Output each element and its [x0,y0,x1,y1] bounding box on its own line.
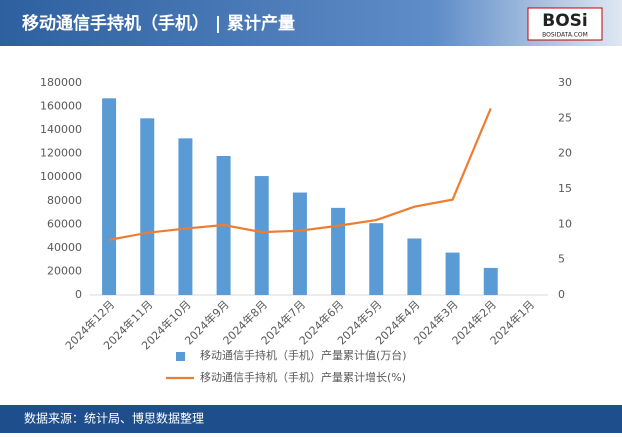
y2-tick-label: 25 [558,111,572,124]
y-tick-label: 160000 [40,100,82,113]
bar [369,223,384,295]
bar [140,118,155,295]
logo-sub: BOSIDATA.COM [542,32,588,39]
legend-label: 移动通信手持机（手机）产量累计增长(%) [200,370,406,384]
header-bar [0,0,622,46]
bar [483,267,498,295]
y-tick-label: 100000 [40,170,82,183]
bar [178,138,193,295]
bar [102,98,117,295]
y-tick-label: 180000 [40,76,82,89]
y-tick-label: 0 [75,288,82,301]
y-tick-label: 120000 [40,147,82,160]
line [108,108,492,241]
legend-swatch [176,352,185,361]
footer-bar [0,405,622,433]
y2-tick-label: 10 [558,217,572,230]
y2-tick-label: 30 [558,76,572,89]
y-tick-label: 20000 [47,264,82,277]
y2-tick-label: 20 [558,147,572,160]
bar [407,238,422,295]
chart-title: 移动通信手持机（手机） | 累计产量 [22,13,295,34]
logo-box [527,7,603,41]
y2-tick-label: 0 [558,288,565,301]
legend-label: 移动通信手持机（手机）产量累计值(万台) [200,348,407,362]
bar [292,192,307,295]
bar [331,207,346,295]
y-tick-label: 60000 [47,217,82,230]
y-tick-label: 40000 [47,241,82,254]
logo: BOSi [542,11,587,31]
bar [445,252,460,295]
y-tick-label: 140000 [40,123,82,136]
y2-tick-label: 5 [558,253,565,266]
bar [254,176,269,295]
y-tick-label: 80000 [47,194,82,207]
y2-tick-label: 15 [558,182,572,195]
source: 数据来源：统计局、博思数据整理 [24,411,204,426]
